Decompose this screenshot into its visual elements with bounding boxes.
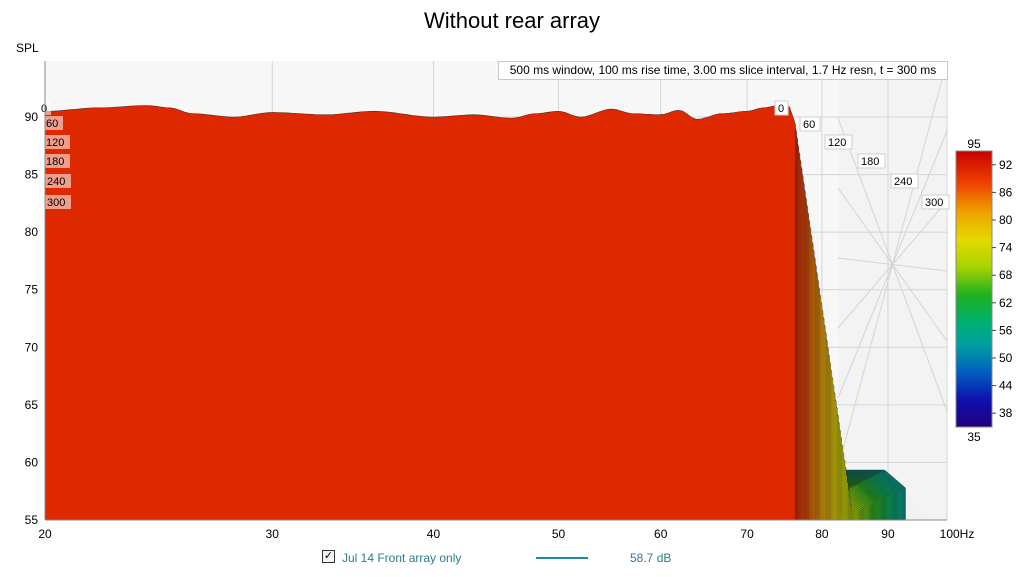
y-tick-label: 65: [25, 398, 39, 412]
axes: 20 30 40 50 60 70 80 90 100Hz 55 60 65 70 75 80 85 90: [25, 61, 975, 541]
slice-time-label: 300: [47, 197, 65, 209]
slice-labels: 0 0 60 60 120 120 180 180 240 240 300 300: [38, 100, 950, 210]
colorbar-tick-label: 74: [999, 241, 1013, 255]
x-tick-label: 50: [552, 527, 566, 541]
colorbar-tick-label: 62: [999, 296, 1013, 310]
legend-swatch: [536, 557, 588, 559]
waterfall-slice: [45, 105, 796, 521]
settings-text: 500 ms window, 100 ms rise time, 3.00 ms…: [498, 61, 948, 80]
slice-time-label: 180: [861, 156, 879, 168]
slice-time-label: 0: [41, 103, 47, 115]
y-tick-label: 85: [25, 168, 39, 182]
slice-time-label: 60: [46, 118, 58, 130]
right-wall: [838, 61, 947, 520]
x-tick-label: 80: [815, 527, 829, 541]
slice-time-label: 240: [894, 176, 912, 188]
slice-time-label: 180: [46, 156, 64, 168]
x-tick-label: 40: [427, 527, 441, 541]
slice-time-label: 120: [46, 137, 64, 149]
y-tick-label: 80: [25, 225, 39, 239]
legend-checkbox[interactable]: ✓: [322, 550, 335, 563]
x-tick-label: 20: [38, 527, 52, 541]
y-tick-label: 70: [25, 340, 39, 354]
legend-value: 58.7 dB: [630, 551, 672, 565]
colorbar-tick-label: 68: [999, 268, 1013, 282]
y-tick-label: 75: [25, 283, 39, 297]
x-tick-label: 70: [740, 527, 754, 541]
legend: ✓ Jul 14 Front array only 58.7 dB: [0, 549, 1024, 569]
slice-time-label: 0: [778, 103, 784, 115]
slice-time-label: 240: [47, 176, 65, 188]
slice-time-label: 60: [803, 119, 815, 131]
colorbar-tick-label: 56: [999, 323, 1013, 337]
chart-title: Without rear array: [423, 8, 601, 33]
x-tick-label: 90: [881, 527, 895, 541]
colorbar-tick-label: 92: [999, 158, 1013, 172]
slice-time-label: 300: [925, 197, 943, 209]
x-tick-label: 100Hz: [940, 527, 975, 541]
y-tick-label: 60: [25, 455, 39, 469]
colorbar-tick-label: 38: [999, 406, 1013, 420]
x-tick-label: 60: [654, 527, 668, 541]
y-tick-label: 90: [25, 110, 39, 124]
slice-time-label: 120: [828, 137, 846, 149]
colorbar-tick-label: 80: [999, 213, 1013, 227]
colorbar-max-label: 95: [967, 137, 981, 151]
legend-series-name[interactable]: Jul 14 Front array only: [342, 551, 462, 565]
colorbar-tick-label: 50: [999, 351, 1013, 365]
x-tick-label: 30: [266, 527, 280, 541]
colorbar: 95 35 92 86 80 74 68 62 56 50 44 38: [955, 137, 1013, 444]
colorbar-tick-label: 86: [999, 185, 1013, 199]
y-axis-label: SPL: [16, 41, 39, 55]
colorbar-min-label: 35: [967, 430, 981, 444]
colorbar-tick-label: 44: [999, 379, 1013, 393]
waterfall-surface: [45, 105, 906, 521]
y-tick-label: 55: [25, 513, 39, 527]
